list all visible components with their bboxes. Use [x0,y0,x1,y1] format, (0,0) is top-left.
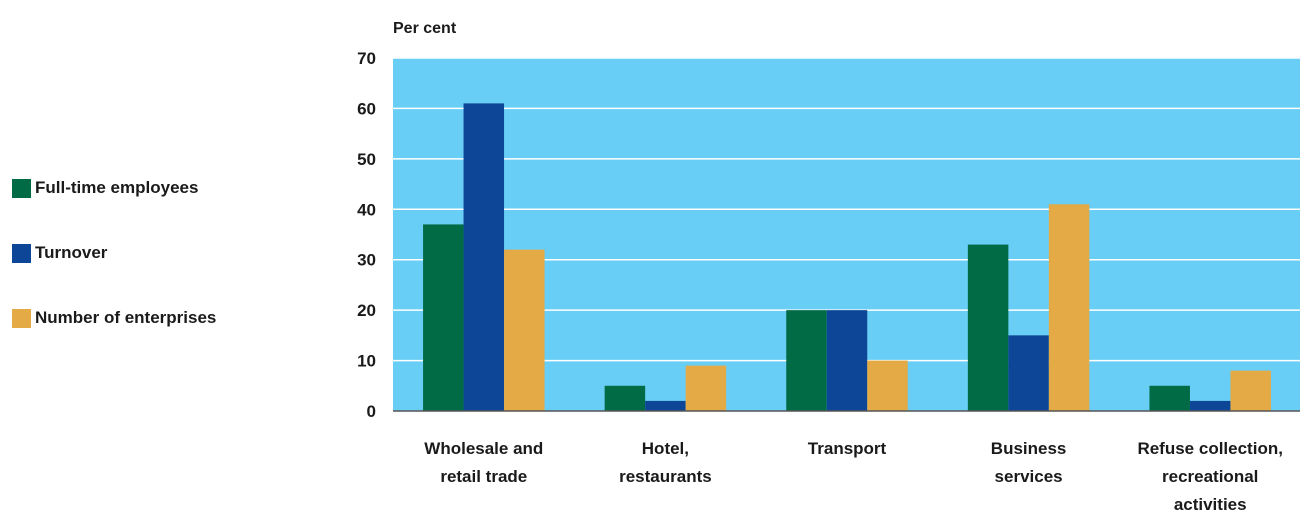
bar [1048,204,1090,411]
legend: Full-time employees Turnover Number of e… [12,176,216,371]
bar [504,249,545,411]
y-tick-label: 60 [357,99,376,118]
y-tick-label: 40 [357,200,376,219]
bar [1189,400,1231,411]
x-tick-label: Wholesale and retail trade [424,439,543,486]
x-tick-label: Hotel, restaurants [619,439,712,486]
bar [867,360,908,411]
bar [1008,335,1049,411]
y-tick-label: 70 [357,49,376,68]
y-tick-label: 20 [357,301,376,320]
bar [786,310,827,411]
legend-item-number-of-enterprises: Number of enterprises [12,306,216,330]
y-tick-label: 30 [357,251,376,270]
x-tick-label: Refuse collection, recreational activities [1137,439,1282,514]
legend-swatch-number-of-enterprises [12,308,31,328]
y-tick-label: 50 [357,150,376,169]
legend-item-turnover: Turnover [12,241,216,265]
bar [1230,370,1271,411]
bar [1149,385,1190,411]
bar [685,365,727,411]
x-axis-labels: Wholesale and retail trade Hotel, restauran… [424,439,1283,514]
legend-swatch-full-time-employees [12,178,31,198]
y-axis-ticks: 0 10 20 30 40 50 60 70 [357,49,376,421]
y-tick-label: 0 [367,402,376,421]
bar [423,224,464,411]
bars [423,103,1271,411]
legend-label-turnover: Turnover [35,243,108,262]
bar [463,103,505,411]
legend-swatch-turnover [12,243,31,263]
x-tick-label: Transport [808,439,887,458]
legend-label-number-of-enterprises: Number of enterprises [35,308,217,327]
bar [645,400,686,411]
y-tick-label: 10 [357,352,376,371]
legend-label-full-time-employees: Full-time employees [35,178,199,197]
bar [604,385,646,411]
y-axis-label: Per cent [393,20,457,37]
x-tick-label: Business services [991,439,1067,486]
bar [967,244,1009,411]
bar [826,310,868,411]
legend-item-full-time-employees: Full-time employees [12,176,216,200]
